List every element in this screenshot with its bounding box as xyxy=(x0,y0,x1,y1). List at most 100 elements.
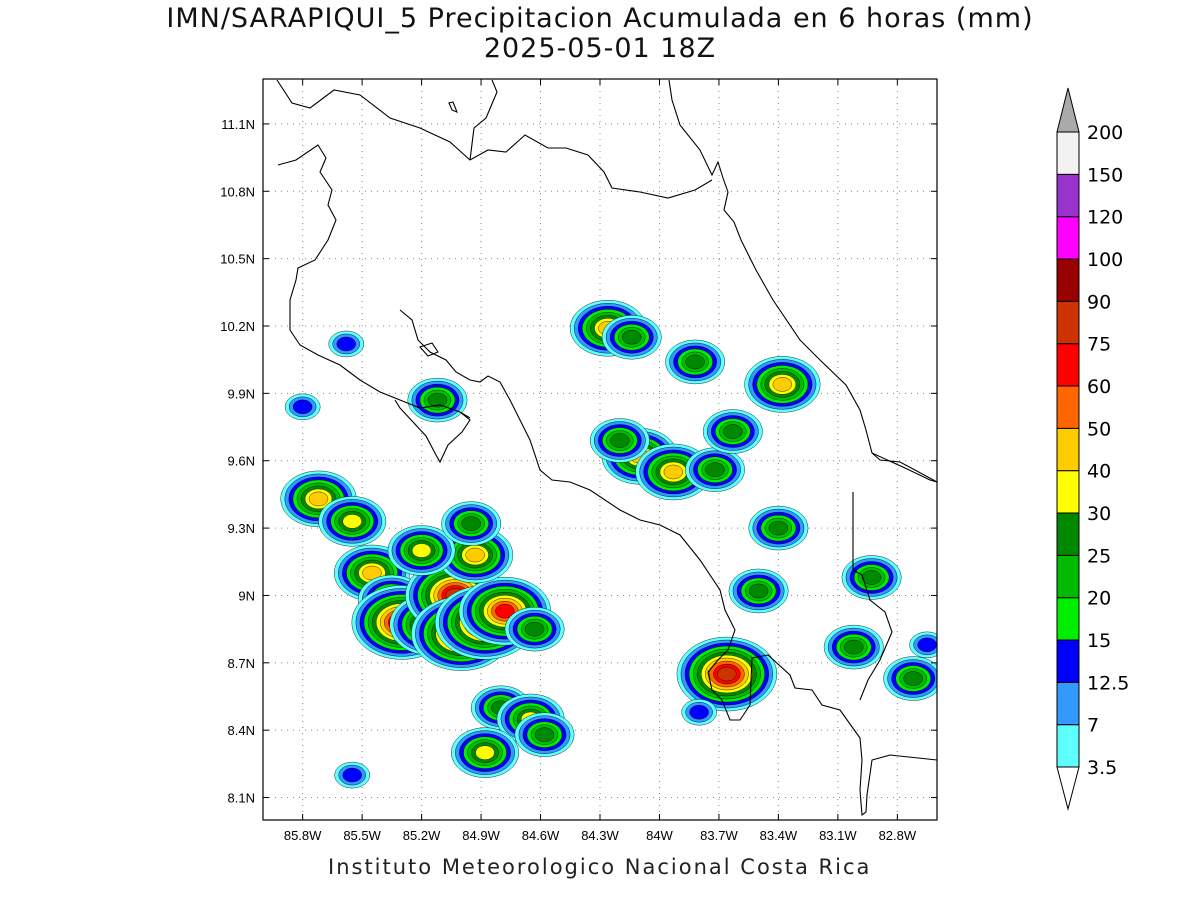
colorbar-segment xyxy=(1056,173,1080,218)
lat-tick-label: 10.2N xyxy=(220,319,255,334)
precip-contour xyxy=(495,603,515,619)
precip-cell xyxy=(318,496,387,547)
colorbar-segment xyxy=(1056,385,1080,429)
colorbar-segment xyxy=(1056,131,1080,175)
lat-tick-label: 9N xyxy=(238,588,255,603)
colorbar-segment xyxy=(1056,343,1080,387)
precip-contour xyxy=(292,399,313,415)
colorbar-level-label: 90 xyxy=(1087,291,1111,313)
precip-cell xyxy=(441,501,502,546)
nicoya-gulf-coast xyxy=(399,309,937,817)
panama-border xyxy=(852,492,893,701)
colorbar-segment xyxy=(1056,512,1080,556)
colorbar-segment xyxy=(1056,681,1080,726)
map-subtitle-datetime: 2025-05-01 18Z xyxy=(483,33,717,64)
precip-cell xyxy=(676,636,778,712)
pacific-coast-north xyxy=(277,144,471,464)
precip-cell xyxy=(823,624,884,670)
precip-contour xyxy=(411,543,432,558)
colorbar-top-arrow xyxy=(1056,87,1080,133)
costa-rica-north-border xyxy=(459,411,471,419)
lat-tick-label: 10.5N xyxy=(220,252,255,267)
colorbar-level-label: 50 xyxy=(1087,418,1111,440)
colorbar-segment xyxy=(1056,554,1080,599)
colorbar-segment xyxy=(1056,470,1080,514)
map-title: IMN/SARAPIQUI_5 Precipitacion Acumulada … xyxy=(166,3,1034,34)
precip-contour xyxy=(622,330,642,345)
precip-contour xyxy=(768,520,789,536)
precip-contour xyxy=(844,639,864,655)
precip-contour xyxy=(689,705,709,720)
lat-tick-label: 10.8N xyxy=(220,184,255,199)
colorbar-segment xyxy=(1056,597,1080,641)
precip-cell xyxy=(744,356,821,413)
lon-tick-label: 85.5W xyxy=(343,828,381,843)
precip-cell xyxy=(451,727,519,778)
precip-cell xyxy=(589,418,650,463)
lon-tick-label: 84.9W xyxy=(462,828,500,843)
precip-cell xyxy=(514,712,575,757)
lon-tick-label: 85.2W xyxy=(403,828,441,843)
precip-contour xyxy=(427,392,448,408)
precip-cell xyxy=(387,525,456,576)
lake-nicaragua-shore xyxy=(276,79,713,199)
precip-cell xyxy=(702,409,763,454)
precip-contour xyxy=(461,516,481,531)
lon-tick-label: 82.8W xyxy=(879,828,917,843)
precip-cell xyxy=(601,315,662,360)
lat-tick-label: 9.9N xyxy=(228,386,255,401)
lat-tick-label: 9.6N xyxy=(228,454,255,469)
colorbar-level-label: 200 xyxy=(1087,122,1123,144)
precip-cell xyxy=(504,606,565,652)
precip-contour xyxy=(748,583,769,599)
precip-contour xyxy=(342,514,362,529)
precip-cell xyxy=(681,699,717,726)
lat-tick-label: 9.3N xyxy=(228,521,255,536)
precip-contour xyxy=(465,547,485,563)
colorbar-bottom-arrow xyxy=(1056,766,1080,811)
precip-contour xyxy=(663,464,683,480)
precip-contour xyxy=(342,767,362,783)
precip-contour xyxy=(717,666,737,682)
precip-cell xyxy=(407,377,468,423)
precip-contour xyxy=(861,570,882,585)
precip-cell xyxy=(728,568,789,614)
colorbar-segment xyxy=(1056,300,1080,345)
island-icon xyxy=(448,101,458,113)
footer-credit: Instituto Meteorologico Nacional Costa R… xyxy=(328,855,872,879)
precip-contour xyxy=(723,424,743,439)
lat-tick-label: 8.7N xyxy=(228,656,255,671)
colorbar-segment xyxy=(1056,427,1080,472)
colorbar-level-label: 120 xyxy=(1087,207,1123,229)
precip-cell xyxy=(635,443,712,501)
colorbar-segment xyxy=(1056,639,1080,683)
precip-cell xyxy=(748,505,809,551)
colorbar-level-label: 15 xyxy=(1087,630,1111,652)
colorbar-level-label: 12.5 xyxy=(1087,672,1129,694)
precip-cell xyxy=(665,339,726,385)
precip-contour xyxy=(610,433,630,448)
precip-cell xyxy=(334,761,370,789)
precip-cell xyxy=(841,555,902,600)
lat-tick-label: 8.1N xyxy=(228,791,255,806)
lon-tick-label: 84.3W xyxy=(581,828,619,843)
precip-contour xyxy=(336,336,356,352)
lon-tick-label: 84W xyxy=(646,828,673,843)
colorbar-level-label: 30 xyxy=(1087,503,1111,525)
colorbar-segment xyxy=(1056,724,1080,768)
colorbar-level-label: 7 xyxy=(1087,715,1099,737)
precip-contour xyxy=(903,671,923,686)
precip-contour xyxy=(705,462,725,477)
precip-cell xyxy=(883,656,937,701)
caribbean-coast xyxy=(469,79,937,483)
lat-tick-label: 11.1N xyxy=(221,117,255,132)
colorbar-legend: 3.5 7 12.5 15 20 25 30 40 50 60 75 90 100 120 150 200 xyxy=(1056,87,1129,811)
precip-contour xyxy=(534,727,555,742)
precip-cell xyxy=(685,447,745,492)
bocas-coast xyxy=(871,452,937,483)
colorbar-segment xyxy=(1056,216,1080,260)
precip-contour xyxy=(685,354,705,370)
longitude-axis: 85.8W 85.5W 85.2W 84.9W 84.6W 84.3W 84W 83.7W 83… xyxy=(284,79,917,843)
precip-contour xyxy=(917,637,937,653)
precip-contour xyxy=(308,491,329,507)
